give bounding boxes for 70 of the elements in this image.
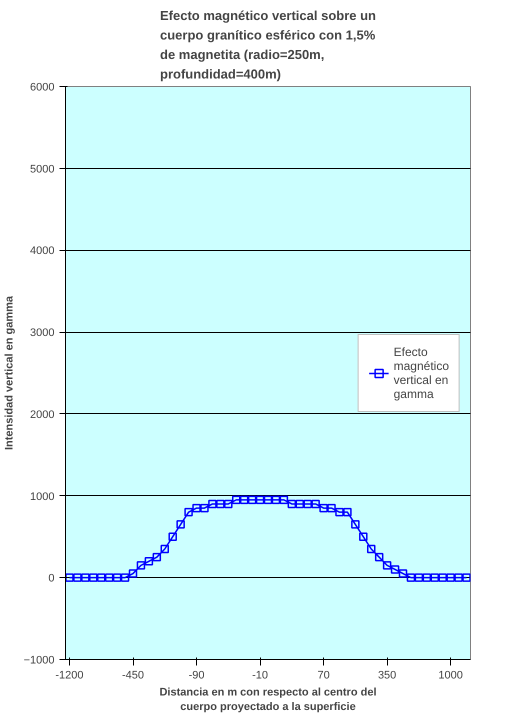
point <box>430 573 440 582</box>
point <box>366 544 376 554</box>
point <box>406 573 416 582</box>
point <box>414 573 424 582</box>
y-tick-label: 5000 <box>30 163 55 176</box>
y-tick-label: 2000 <box>30 408 55 421</box>
point <box>160 544 170 554</box>
x-axis-title: Distancia en m con respecto al centro del cuerpo proyectado a la superficie <box>159 686 377 713</box>
point <box>184 508 193 516</box>
point <box>359 532 368 541</box>
point <box>96 573 106 582</box>
point <box>343 508 352 516</box>
chart-title: Efecto magnético vertical sobre un cuerpo granítico esférico con 1,5% de magnetita (radio=250m, profundidad=400m) <box>160 8 376 82</box>
point <box>216 500 225 508</box>
legend-label: Efecto magnético vertical en gamma <box>394 344 449 400</box>
point <box>136 561 146 570</box>
point <box>208 500 217 508</box>
point <box>66 573 74 582</box>
y-tick-label: 0 <box>48 572 55 585</box>
x-tick-label: 1000 <box>438 670 463 682</box>
point <box>462 573 470 582</box>
point <box>89 573 98 582</box>
point <box>192 504 201 512</box>
point <box>296 500 304 508</box>
point <box>248 496 256 504</box>
point <box>240 496 248 504</box>
x-tick-label: 350 <box>378 670 396 682</box>
point <box>81 573 90 582</box>
point <box>335 508 344 516</box>
x-tick-label: -450 <box>122 670 144 682</box>
point <box>73 573 82 582</box>
point <box>422 573 432 582</box>
point <box>390 565 400 574</box>
point <box>280 496 288 504</box>
point <box>168 532 177 541</box>
x-tick-label: -90 <box>188 670 204 682</box>
point <box>272 496 280 504</box>
point <box>303 500 312 508</box>
y-tick-label: −1000 <box>24 654 55 666</box>
point <box>200 504 209 512</box>
y-tick-label: 6000 <box>30 82 55 94</box>
point <box>176 520 185 529</box>
point <box>232 496 240 504</box>
point <box>144 557 154 566</box>
x-tick-label: -10 <box>252 670 268 682</box>
y-tick-label: 3000 <box>30 327 55 340</box>
point <box>104 573 114 582</box>
point <box>152 552 162 562</box>
point <box>128 569 138 578</box>
x-tick-label: -1200 <box>55 670 84 682</box>
point <box>438 573 447 582</box>
point <box>224 500 233 508</box>
point <box>454 573 463 582</box>
point <box>398 569 408 578</box>
point <box>256 496 264 504</box>
point <box>120 573 130 582</box>
point <box>446 573 455 582</box>
point <box>327 504 336 512</box>
point <box>288 500 296 508</box>
point <box>264 496 272 504</box>
x-tick-label: 70 <box>317 670 330 682</box>
point <box>382 561 392 570</box>
point <box>319 504 328 512</box>
point <box>351 520 360 529</box>
point <box>112 573 122 582</box>
y-axis-title: Intensidad vertical en gamma <box>4 295 16 450</box>
point <box>374 552 384 562</box>
y-tick-label: 4000 <box>30 245 55 258</box>
y-tick-label: 1000 <box>30 490 55 503</box>
point <box>311 500 320 508</box>
